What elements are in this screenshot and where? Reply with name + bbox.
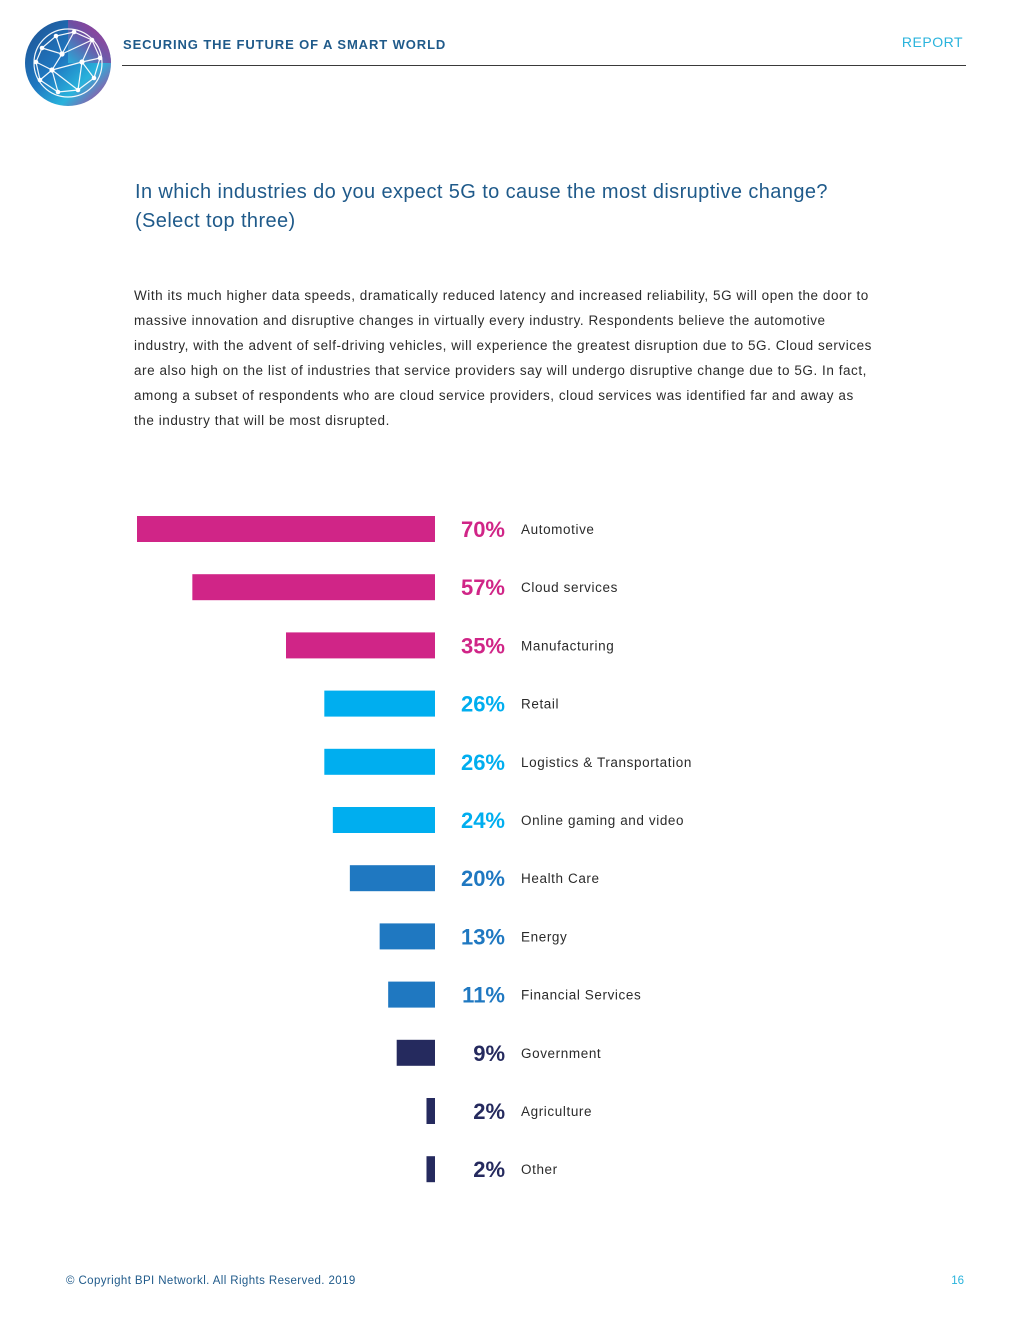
header-title: SECURING THE FUTURE OF A SMART WORLD [123, 37, 447, 52]
category-label-energy: Energy [521, 929, 567, 944]
bar-retail [324, 690, 435, 717]
bar-other [426, 1156, 435, 1183]
chart-question-title: In which industries do you expect 5G to … [135, 181, 828, 232]
category-label-automotive: Automotive [521, 522, 595, 537]
category-label-manufacturing: Manufacturing [521, 638, 614, 653]
value-label-energy: 13% [461, 924, 505, 949]
header-divider [122, 65, 966, 66]
value-label-manufacturing: 35% [461, 633, 505, 658]
category-label-cloud-services: Cloud services [521, 580, 618, 595]
bar-agriculture [426, 1098, 435, 1124]
value-label-agriculture: 2% [473, 1099, 505, 1124]
bar-manufacturing [286, 632, 435, 659]
header-report-tag: REPORT [901, 34, 963, 50]
logo-globe-icon [25, 20, 111, 106]
category-label-retail: Retail [521, 697, 559, 712]
category-label-logistics-transportation: Logistics & Transportation [521, 755, 692, 770]
value-label-retail: 26% [461, 692, 505, 717]
value-label-cloud-services: 57% [461, 575, 505, 600]
value-label-government: 9% [473, 1041, 505, 1066]
bar-government [396, 1039, 435, 1066]
category-label-other: Other [521, 1162, 558, 1177]
category-label-health-care: Health Care [521, 871, 600, 886]
bar-online-gaming-and-video [332, 807, 435, 833]
value-label-financial-services: 11% [462, 983, 505, 1008]
bar-automotive [137, 516, 435, 542]
category-label-financial-services: Financial Services [521, 988, 641, 1003]
category-label-agriculture: Agriculture [521, 1104, 592, 1119]
value-label-health-care: 20% [461, 866, 505, 891]
value-label-automotive: 70% [461, 517, 505, 542]
bar-cloud-services [192, 574, 435, 601]
body-paragraph: With its much higher data speeds, dramat… [134, 288, 872, 428]
value-label-other: 2% [473, 1157, 505, 1182]
bar-financial-services [388, 981, 435, 1008]
category-label-online-gaming-and-video: Online gaming and video [521, 813, 684, 828]
page-number: 16 [951, 1275, 964, 1287]
value-label-logistics-transportation: 26% [461, 750, 505, 775]
category-label-government: Government [521, 1046, 601, 1061]
bar-health-care [349, 865, 435, 892]
bar-logistics-transportation [324, 748, 435, 775]
value-label-online-gaming-and-video: 24% [461, 808, 505, 833]
bar-energy [379, 923, 435, 950]
footer-copyright: © Copyright BPI Networkl. All Rights Res… [66, 1275, 356, 1287]
